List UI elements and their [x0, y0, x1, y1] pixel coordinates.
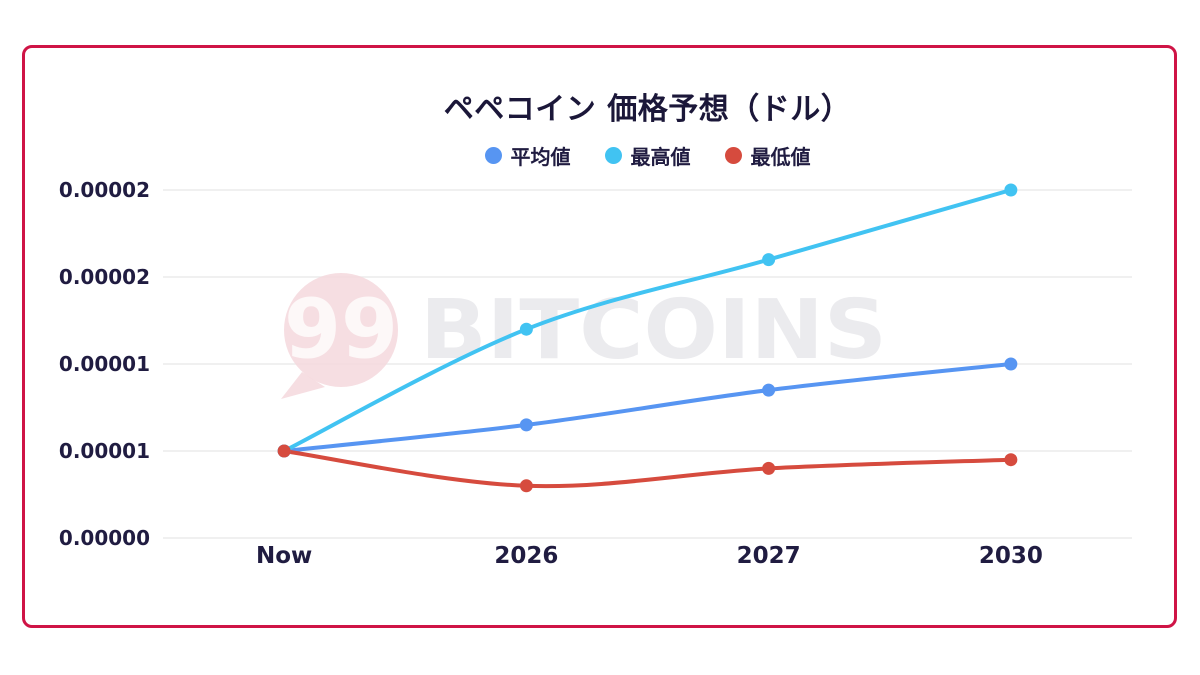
series-line-平均値: [282, 362, 1013, 453]
chart-legend: 平均値 最高値 最低値: [163, 141, 1132, 170]
data-point-平均値-2026: [519, 418, 533, 432]
y-axis-tick-label: 0.00002: [58, 178, 150, 202]
legend-label-lowest: 最低値: [750, 145, 811, 169]
legend-label-highest: 最高値: [630, 145, 691, 169]
x-axis-label-2030: 2030: [978, 543, 1043, 569]
data-point-最高値-2030: [1004, 183, 1018, 197]
data-point-最低値-Now: [277, 444, 291, 458]
data-point-最低値-2027: [762, 461, 776, 475]
data-point-最低値-2026: [519, 479, 533, 493]
y-axis-tick-label: 0.00001: [58, 439, 150, 463]
card-border: [22, 45, 1177, 628]
legend-item-highest: 最高値: [604, 141, 691, 170]
legend-item-average: 平均値: [484, 141, 571, 170]
watermark-badge-tail: [281, 372, 325, 399]
series-line-最高値: [282, 188, 1013, 453]
chart-title: ペペコイン 価格予想（ドル）: [443, 92, 852, 127]
x-axis-label-now: Now: [255, 543, 313, 569]
data-point-最高値-2027: [762, 253, 776, 267]
y-axis-tick-label: 0.00002: [58, 265, 150, 289]
legend-item-lowest: 最低値: [724, 141, 811, 170]
y-axis-tick-label: 0.00000: [58, 526, 150, 550]
watermark-brand-text: BITCOINS: [420, 283, 887, 378]
x-axis-label-2026: 2026: [494, 543, 559, 569]
watermark-badge-circle: [284, 273, 398, 387]
data-point-最低値-2030: [1004, 453, 1018, 467]
series-line-最低値: [282, 449, 1013, 489]
y-axis-tick-label: 0.00001: [58, 352, 150, 376]
highest-series-dot-icon: [604, 147, 622, 164]
data-point-平均値-2030: [1004, 357, 1018, 371]
99bitcoins-watermark: 99 BITCOINS: [281, 273, 887, 399]
data-point-最高値-2026: [519, 322, 533, 336]
lowest-series-dot-icon: [724, 147, 742, 164]
legend-label-average: 平均値: [510, 145, 571, 169]
average-series-dot-icon: [484, 147, 502, 164]
watermark-badge-text: 99: [284, 283, 398, 378]
data-point-平均値-2027: [762, 383, 776, 397]
x-axis-label-2027: 2027: [736, 543, 801, 569]
